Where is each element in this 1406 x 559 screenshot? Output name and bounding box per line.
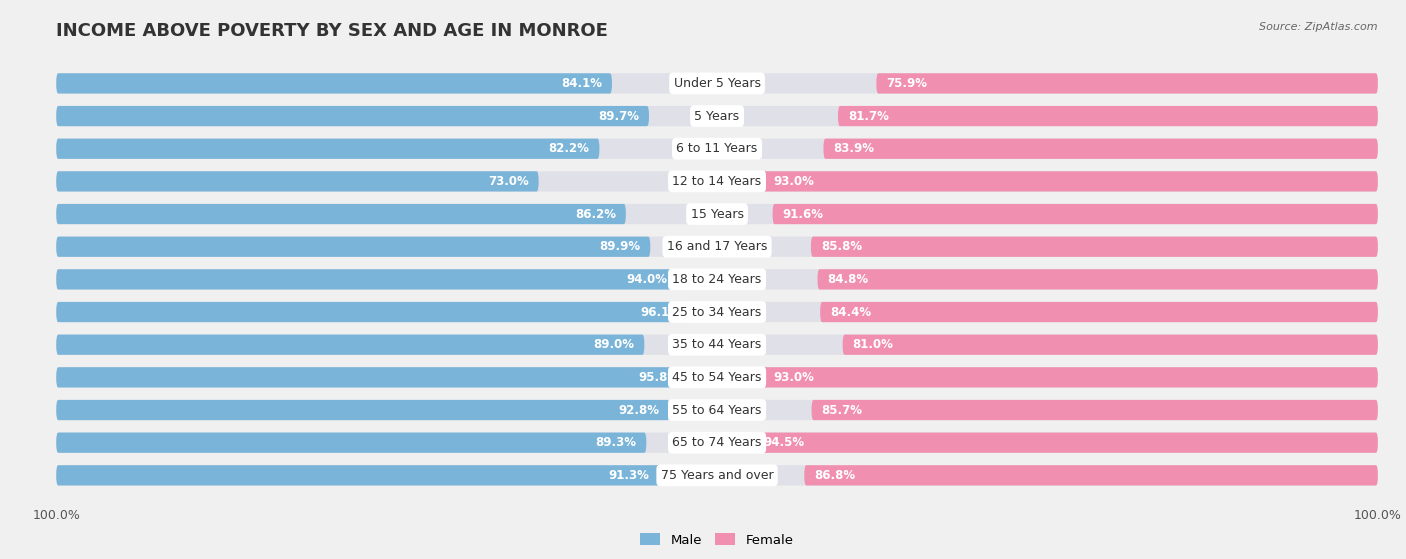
FancyBboxPatch shape [56, 400, 1378, 420]
Text: 16 and 17 Years: 16 and 17 Years [666, 240, 768, 253]
Text: 5 Years: 5 Years [695, 110, 740, 122]
FancyBboxPatch shape [56, 465, 659, 485]
Text: 81.7%: 81.7% [848, 110, 889, 122]
Legend: Male, Female: Male, Female [634, 527, 800, 553]
FancyBboxPatch shape [56, 139, 599, 159]
Text: 84.1%: 84.1% [561, 77, 602, 90]
FancyBboxPatch shape [842, 335, 1378, 355]
Text: 93.0%: 93.0% [773, 371, 814, 384]
FancyBboxPatch shape [838, 106, 1378, 126]
Text: 84.4%: 84.4% [830, 306, 872, 319]
Text: 85.8%: 85.8% [821, 240, 862, 253]
FancyBboxPatch shape [820, 302, 1378, 322]
FancyBboxPatch shape [56, 236, 651, 257]
Text: 65 to 74 Years: 65 to 74 Years [672, 436, 762, 449]
Text: Source: ZipAtlas.com: Source: ZipAtlas.com [1260, 22, 1378, 32]
FancyBboxPatch shape [824, 139, 1378, 159]
Text: 89.7%: 89.7% [598, 110, 640, 122]
Text: 75.9%: 75.9% [886, 77, 927, 90]
FancyBboxPatch shape [56, 106, 650, 126]
FancyBboxPatch shape [763, 367, 1378, 387]
Text: Under 5 Years: Under 5 Years [673, 77, 761, 90]
FancyBboxPatch shape [56, 269, 1378, 290]
Text: 84.8%: 84.8% [827, 273, 869, 286]
FancyBboxPatch shape [56, 367, 689, 387]
FancyBboxPatch shape [56, 433, 647, 453]
FancyBboxPatch shape [763, 171, 1378, 192]
Text: 85.7%: 85.7% [821, 404, 862, 416]
FancyBboxPatch shape [56, 171, 538, 192]
Text: 83.9%: 83.9% [834, 142, 875, 155]
Text: 75 Years and over: 75 Years and over [661, 469, 773, 482]
Text: 45 to 54 Years: 45 to 54 Years [672, 371, 762, 384]
FancyBboxPatch shape [56, 367, 1378, 387]
FancyBboxPatch shape [817, 269, 1378, 290]
Text: 92.8%: 92.8% [619, 404, 659, 416]
Text: 91.3%: 91.3% [609, 469, 650, 482]
Text: 25 to 34 Years: 25 to 34 Years [672, 306, 762, 319]
FancyBboxPatch shape [56, 400, 669, 420]
FancyBboxPatch shape [56, 236, 1378, 257]
FancyBboxPatch shape [56, 204, 626, 224]
Text: 73.0%: 73.0% [488, 175, 529, 188]
Text: 15 Years: 15 Years [690, 207, 744, 221]
FancyBboxPatch shape [811, 236, 1378, 257]
Text: 86.2%: 86.2% [575, 207, 616, 221]
Text: 89.0%: 89.0% [593, 338, 634, 351]
Text: 18 to 24 Years: 18 to 24 Years [672, 273, 762, 286]
Text: 94.5%: 94.5% [763, 436, 804, 449]
FancyBboxPatch shape [56, 204, 1378, 224]
Text: 91.6%: 91.6% [783, 207, 824, 221]
Text: 81.0%: 81.0% [852, 338, 893, 351]
FancyBboxPatch shape [56, 465, 1378, 485]
FancyBboxPatch shape [56, 335, 644, 355]
FancyBboxPatch shape [56, 302, 1378, 322]
FancyBboxPatch shape [56, 335, 1378, 355]
Text: 82.2%: 82.2% [548, 142, 589, 155]
Text: 89.9%: 89.9% [599, 240, 640, 253]
FancyBboxPatch shape [56, 269, 678, 290]
FancyBboxPatch shape [772, 204, 1378, 224]
Text: 95.8%: 95.8% [638, 371, 679, 384]
FancyBboxPatch shape [56, 73, 1378, 93]
FancyBboxPatch shape [804, 465, 1378, 485]
Text: 96.1%: 96.1% [640, 306, 682, 319]
FancyBboxPatch shape [56, 302, 692, 322]
FancyBboxPatch shape [876, 73, 1378, 93]
FancyBboxPatch shape [56, 139, 1378, 159]
Text: 35 to 44 Years: 35 to 44 Years [672, 338, 762, 351]
Text: 6 to 11 Years: 6 to 11 Years [676, 142, 758, 155]
FancyBboxPatch shape [754, 433, 1378, 453]
Text: 55 to 64 Years: 55 to 64 Years [672, 404, 762, 416]
FancyBboxPatch shape [56, 73, 612, 93]
Text: 89.3%: 89.3% [595, 436, 637, 449]
Text: 86.8%: 86.8% [814, 469, 855, 482]
Text: 93.0%: 93.0% [773, 175, 814, 188]
FancyBboxPatch shape [56, 106, 1378, 126]
Text: 94.0%: 94.0% [627, 273, 668, 286]
FancyBboxPatch shape [811, 400, 1378, 420]
FancyBboxPatch shape [56, 433, 1378, 453]
Text: 12 to 14 Years: 12 to 14 Years [672, 175, 762, 188]
Text: INCOME ABOVE POVERTY BY SEX AND AGE IN MONROE: INCOME ABOVE POVERTY BY SEX AND AGE IN M… [56, 22, 609, 40]
FancyBboxPatch shape [56, 171, 1378, 192]
